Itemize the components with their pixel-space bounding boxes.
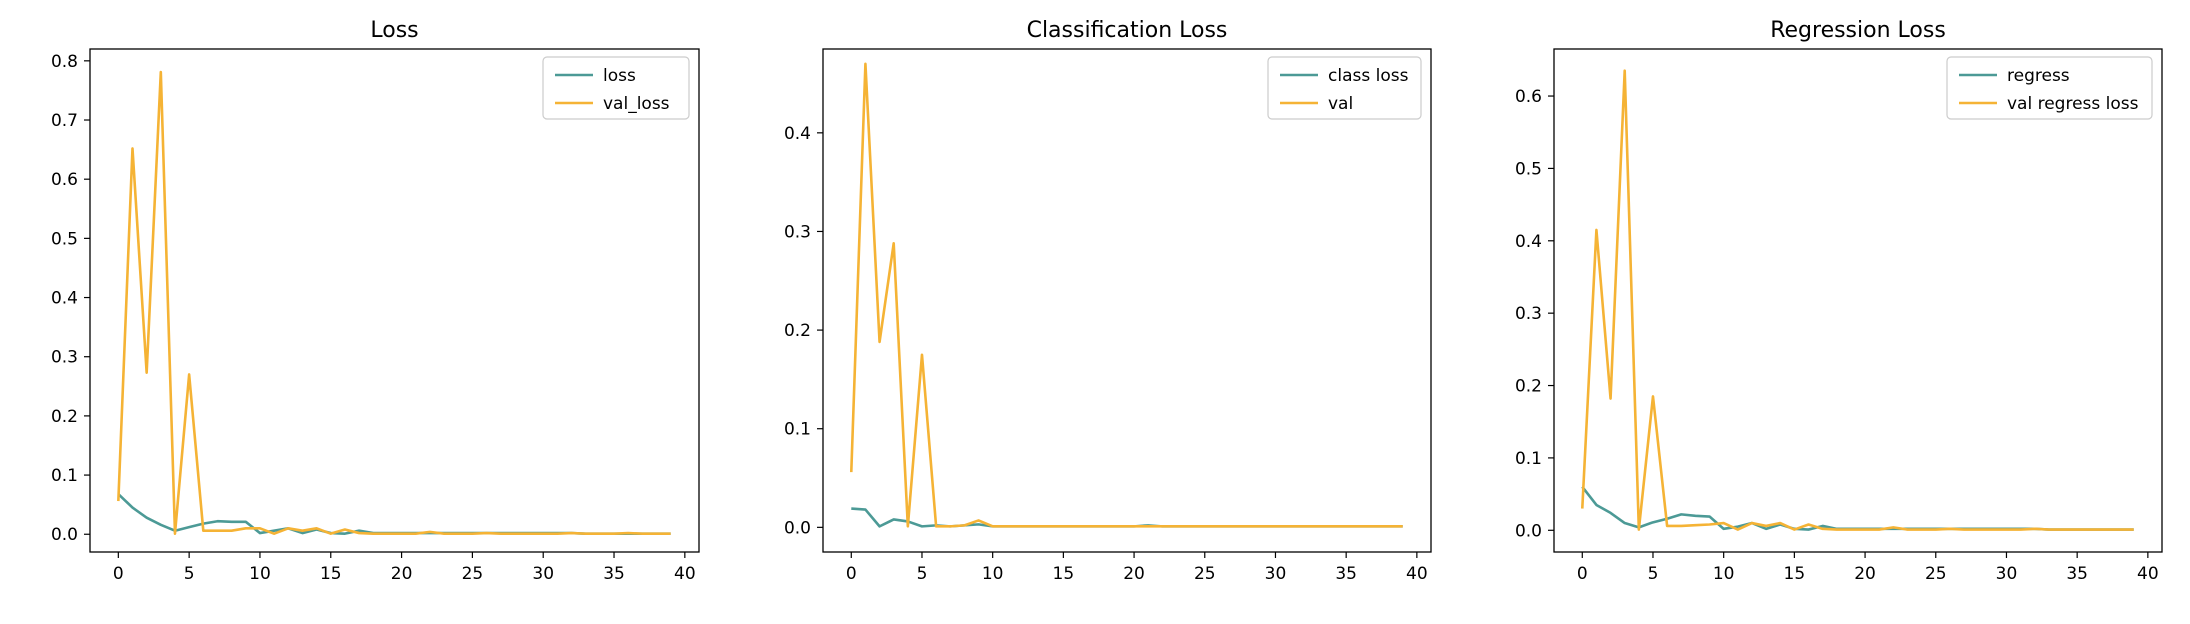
x-tick-label: 0 — [113, 564, 124, 584]
plot-frame — [1553, 48, 2163, 553]
x-tick-label: 20 — [1854, 564, 1876, 584]
x-tick-label: 10 — [982, 564, 1004, 584]
y-tick-label: 0.0 — [784, 518, 811, 538]
x-tick-label: 15 — [1053, 564, 1075, 584]
chart-panel-3: Regression Loss 0 5 10 15 20 25 30 35 40 0.0 0.1 0.2… — [1515, 18, 2163, 584]
x-tick-label: 40 — [1406, 564, 1428, 584]
chart-panel-1: Loss 0 5 10 15 20 25 30 35 40 0.0 0.1 0.2 0.3 0.4 0.5 0.… — [51, 18, 700, 584]
x-tick-label: 5 — [917, 564, 928, 584]
x-tick-label: 30 — [1996, 564, 2018, 584]
y-tick-label: 0.7 — [51, 111, 78, 131]
x-tick-label: 5 — [184, 564, 195, 584]
y-tick-label: 0.2 — [784, 321, 811, 341]
x-tick-label: 25 — [1925, 564, 1947, 584]
chart-title: Loss — [370, 18, 418, 43]
plot-frame — [89, 48, 700, 553]
legend-label: val regress loss — [2007, 94, 2139, 114]
y-tick-label: 0.3 — [784, 222, 811, 242]
x-tick-label: 35 — [1335, 564, 1357, 584]
y-tick-label: 0.4 — [1515, 232, 1542, 252]
y-tick-label: 0.4 — [784, 124, 811, 144]
y-tick-label: 0.5 — [1515, 159, 1542, 179]
x-tick-label: 20 — [391, 564, 413, 584]
legend-box — [1946, 56, 2153, 120]
legend: regress val regress loss — [1946, 56, 2153, 120]
y-tick-label: 0.4 — [51, 289, 78, 309]
plot-frame — [822, 48, 1432, 553]
y-tick-label: 0.2 — [1515, 377, 1542, 397]
legend-label: loss — [603, 66, 636, 86]
legend: class loss val — [1267, 56, 1422, 120]
x-tick-label: 40 — [2137, 564, 2159, 584]
legend-label: val — [1328, 94, 1353, 114]
y-tick-label: 0.1 — [51, 466, 78, 486]
x-tick-label: 15 — [1784, 564, 1806, 584]
y-tick-label: 0.1 — [784, 420, 811, 440]
x-tick-label: 35 — [603, 564, 625, 584]
x-tick-label: 20 — [1123, 564, 1145, 584]
x-tick-label: 30 — [532, 564, 554, 584]
chart-panel-2: Classification Loss 0 5 10 15 20 25 30 35 40 0.0 0.… — [784, 18, 1432, 584]
y-tick-label: 0.3 — [1515, 304, 1542, 324]
chart-title: Regression Loss — [1770, 18, 1946, 43]
x-tick-label: 10 — [249, 564, 271, 584]
series-line-val — [849, 62, 1403, 528]
y-tick-label: 0.3 — [51, 348, 78, 368]
x-tick-label: 35 — [2066, 564, 2088, 584]
series-line-val-regress-loss — [1580, 69, 2134, 531]
y-tick-label: 0.2 — [51, 407, 78, 427]
x-tick-label: 40 — [674, 564, 696, 584]
y-tick-label: 0.8 — [51, 52, 78, 72]
y-tick-label: 0.0 — [1515, 521, 1542, 541]
x-tick-label: 5 — [1648, 564, 1659, 584]
legend-label: regress — [2007, 66, 2070, 86]
legend-label: val_loss — [603, 94, 670, 114]
y-tick-label: 0.6 — [1515, 87, 1542, 107]
y-tick-label: 0.1 — [1515, 449, 1542, 469]
x-tick-label: 15 — [320, 564, 342, 584]
series-line-val-loss — [117, 70, 671, 535]
x-tick-label: 30 — [1265, 564, 1287, 584]
legend-label: class loss — [1328, 66, 1409, 86]
legend: loss val_loss — [542, 56, 690, 120]
y-tick-label: 0.6 — [51, 170, 78, 190]
x-tick-label: 10 — [1713, 564, 1735, 584]
x-tick-label: 0 — [1577, 564, 1588, 584]
y-tick-label: 0.0 — [51, 525, 78, 545]
x-tick-label: 25 — [462, 564, 484, 584]
y-tick-label: 0.5 — [51, 229, 78, 249]
x-tick-label: 0 — [846, 564, 857, 584]
chart-title: Classification Loss — [1027, 18, 1228, 43]
x-tick-label: 25 — [1194, 564, 1216, 584]
